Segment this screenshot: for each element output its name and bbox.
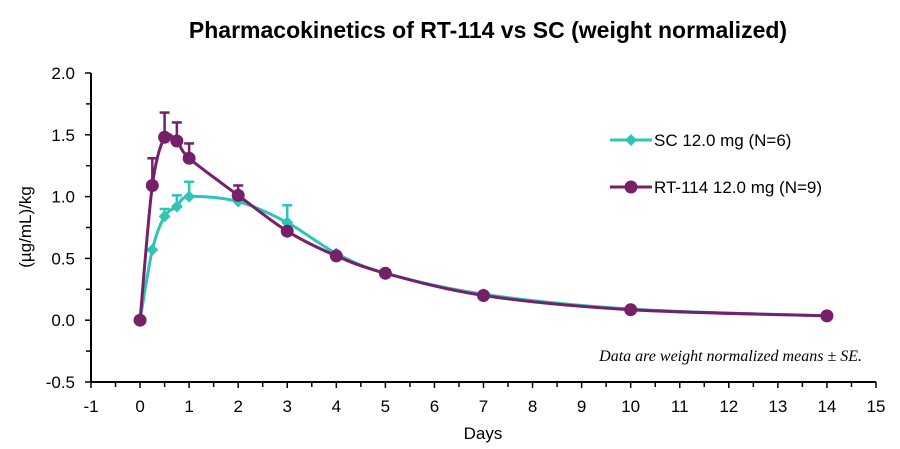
x-tick-label: 6	[430, 397, 439, 416]
x-tick-label: 7	[479, 397, 488, 416]
legend-marker-diamond	[625, 134, 637, 146]
data-point	[231, 188, 245, 202]
data-point	[820, 309, 834, 323]
axes: -0.50.00.51.01.52.0-1 0 1 2 3 4 5 6 7 8 9 10 11 12 13 1…	[46, 64, 886, 416]
y-tick-label: 1.0	[51, 188, 75, 207]
data-point	[133, 313, 147, 327]
x-tick-label: 9	[577, 397, 586, 416]
series-sc	[134, 180, 833, 327]
data-point	[624, 303, 638, 317]
legend-marker-circle	[624, 180, 638, 194]
legend-label: SC 12.0 mg (N=6)	[654, 131, 791, 150]
x-tick-label: 1	[184, 397, 193, 416]
data-point	[146, 243, 159, 256]
x-tick-label: 14	[817, 397, 836, 416]
data-point	[145, 178, 159, 192]
x-tick-label: 4	[332, 397, 341, 416]
x-tick-label: 0	[135, 397, 144, 416]
x-tick-label: 5	[381, 397, 390, 416]
data-point	[182, 151, 196, 165]
y-tick-label: 0.0	[51, 311, 75, 330]
data-point	[170, 200, 183, 213]
y-tick-label: 2.0	[51, 64, 75, 83]
data-point	[158, 210, 171, 223]
y-axis-label: (µg/mL)/kg	[16, 186, 35, 268]
y-tick-label: -0.5	[46, 373, 75, 392]
data-point	[477, 288, 490, 302]
chart-title: Pharmacokinetics of RT-114 vs SC (weight…	[189, 17, 787, 43]
data-point	[329, 249, 343, 263]
legend-label: RT-114 12.0 mg (N=9)	[654, 178, 822, 197]
x-tick-label: 12	[719, 397, 738, 416]
legend-item: RT-114 12.0 mg (N=9)	[610, 178, 822, 197]
x-tick-label: 3	[283, 397, 292, 416]
y-tick-label: 0.5	[51, 249, 75, 268]
x-tick-label: 10	[621, 397, 640, 416]
legend-item: SC 12.0 mg (N=6)	[610, 131, 791, 150]
data-point	[170, 134, 184, 148]
x-tick-label: 15	[867, 397, 886, 416]
x-tick-label: 2	[233, 397, 242, 416]
y-tick-label: 1.5	[51, 126, 75, 145]
legend: SC 12.0 mg (N=6) RT-114 12.0 mg (N=9)	[610, 131, 822, 197]
chart-annotation: Data are weight normalized means ± SE.	[598, 348, 862, 365]
x-tick-label: 11	[671, 397, 689, 416]
data-point	[280, 224, 294, 238]
x-tick-label: 8	[528, 397, 537, 416]
x-tick-label: -1	[83, 397, 98, 416]
data-point	[183, 190, 196, 203]
x-tick-label: 13	[768, 397, 787, 416]
data-point	[158, 130, 172, 144]
plot-area	[133, 111, 834, 327]
data-point	[378, 266, 392, 280]
x-axis-label: Days	[464, 424, 503, 443]
series-rt114	[133, 111, 834, 327]
